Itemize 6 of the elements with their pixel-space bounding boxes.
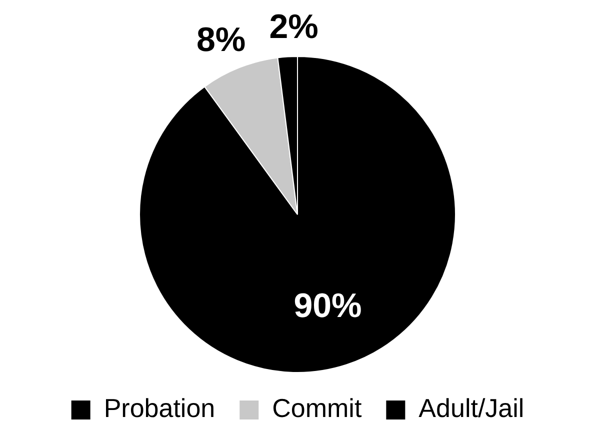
data-label: 90% [294, 287, 362, 326]
data-label: 2% [269, 8, 318, 46]
legend-label: Commit [272, 393, 362, 424]
data-label: 8% [196, 20, 246, 59]
legend-label: Adult/Jail [418, 393, 524, 424]
legend-label: Probation [104, 393, 216, 424]
